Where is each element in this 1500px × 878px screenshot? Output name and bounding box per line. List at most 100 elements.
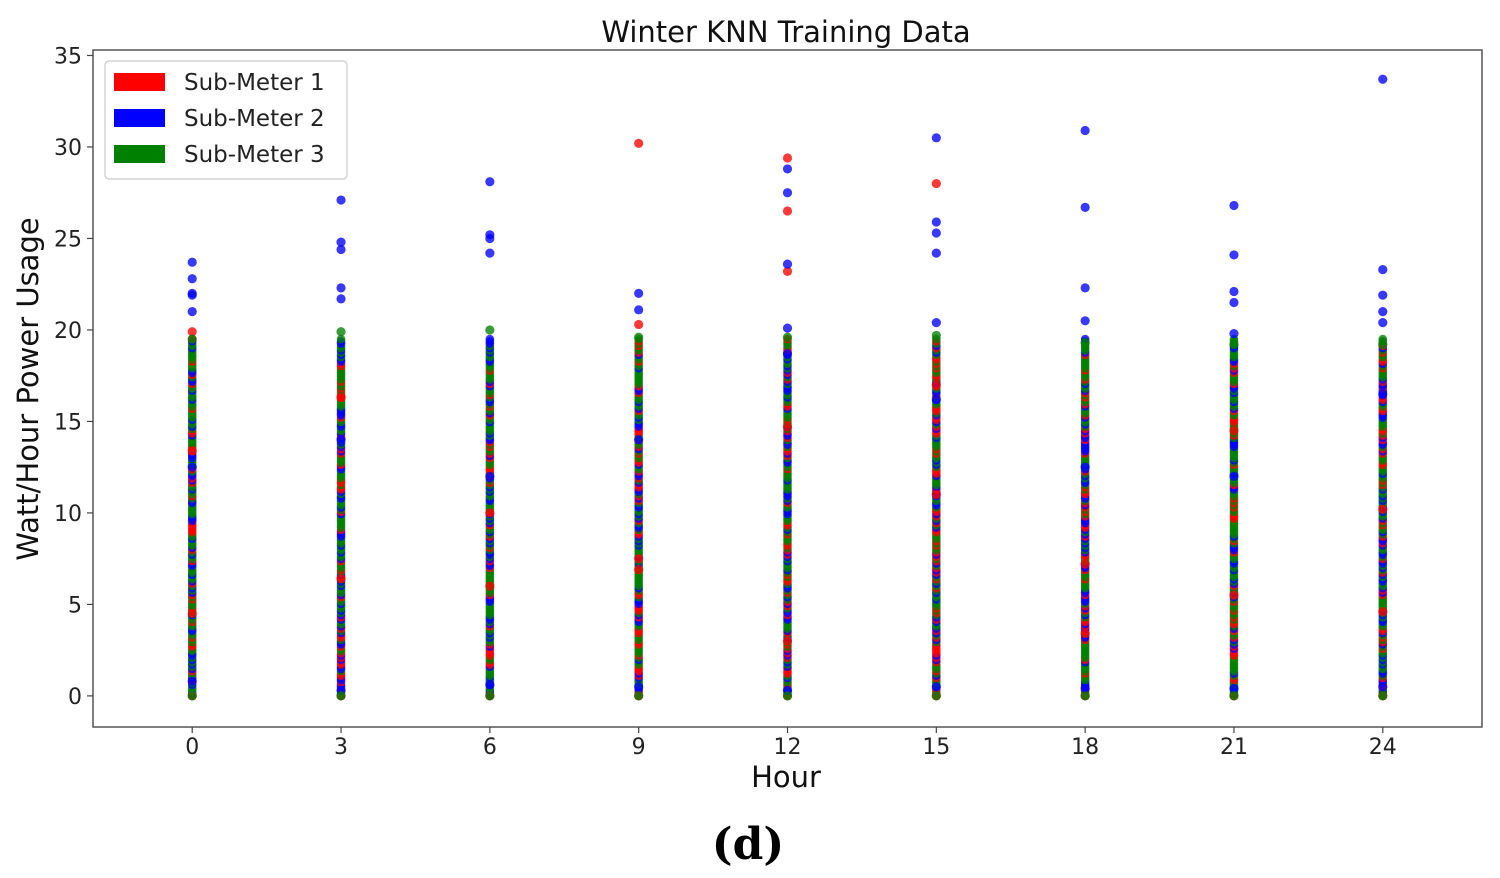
data-point xyxy=(1378,307,1388,317)
legend-swatch xyxy=(114,73,165,91)
data-point xyxy=(187,462,197,472)
data-point xyxy=(931,178,941,189)
y-axis-title: Watt/Hour Power Usage xyxy=(11,217,45,560)
data-point xyxy=(485,691,495,701)
data-point xyxy=(634,554,644,564)
x-tick-label: 3 xyxy=(334,735,348,760)
data-point xyxy=(1229,590,1239,600)
y-tick-label: 15 xyxy=(54,410,82,435)
data-point xyxy=(1378,691,1388,701)
data-point xyxy=(1080,462,1090,472)
panel-label: (d) xyxy=(712,819,784,870)
legend-label: Sub-Meter 2 xyxy=(184,106,325,132)
data-point xyxy=(187,334,197,344)
data-point xyxy=(1080,629,1090,639)
data-point xyxy=(336,195,346,205)
y-tick-label: 10 xyxy=(54,502,82,527)
data-point xyxy=(1378,682,1388,692)
x-axis-title: Hour xyxy=(751,760,821,794)
data-point xyxy=(1229,250,1239,260)
data-point xyxy=(1378,389,1388,399)
data-point xyxy=(485,177,495,187)
data-point xyxy=(1080,283,1090,293)
data-point xyxy=(336,294,346,304)
column-point xyxy=(485,334,495,344)
data-point xyxy=(187,290,197,300)
data-point xyxy=(1378,264,1388,275)
y-tick-label: 35 xyxy=(54,44,82,69)
data-point xyxy=(1080,683,1090,694)
data-point xyxy=(187,327,197,337)
data-point xyxy=(336,574,346,584)
data-point xyxy=(634,435,644,445)
legend-label: Sub-Meter 3 xyxy=(184,142,325,168)
legend-swatch xyxy=(114,109,165,127)
x-tick-label: 21 xyxy=(1220,735,1248,760)
data-point xyxy=(1378,607,1388,617)
data-point xyxy=(931,318,941,328)
y-tick-label: 20 xyxy=(54,319,82,344)
data-point xyxy=(336,283,346,293)
data-point xyxy=(336,691,346,701)
data-point xyxy=(1229,425,1239,436)
data-point xyxy=(931,217,941,227)
y-tick-label: 30 xyxy=(54,136,82,161)
data-point xyxy=(782,349,793,359)
data-point xyxy=(782,266,793,276)
data-point xyxy=(187,307,197,317)
data-point xyxy=(782,691,793,701)
x-tick-label: 18 xyxy=(1071,735,1099,760)
data-point xyxy=(931,330,941,341)
y-tick-label: 0 xyxy=(68,685,82,710)
data-point xyxy=(634,332,644,342)
data-point xyxy=(187,274,197,284)
data-point xyxy=(931,682,941,692)
data-point xyxy=(1080,316,1090,326)
data-point xyxy=(1229,200,1239,211)
legend-label: Sub-Meter 1 xyxy=(184,70,325,96)
y-tick-label: 5 xyxy=(68,593,82,618)
data-point xyxy=(1229,297,1239,308)
data-point xyxy=(634,565,644,575)
data-point xyxy=(1229,691,1239,701)
data-point xyxy=(931,228,941,238)
data-point xyxy=(634,138,644,148)
data-point xyxy=(1080,338,1090,348)
data-point xyxy=(931,394,941,405)
data-point xyxy=(1080,125,1090,136)
data-point xyxy=(485,471,495,481)
y-axis-ticks: 0 5 10 15 20 25 30 35 xyxy=(54,44,93,710)
x-axis-ticks: 0 3 6 9 12 15 18 21 24 xyxy=(185,727,1397,760)
data-points xyxy=(187,74,1388,701)
column-point xyxy=(336,334,346,344)
data-point xyxy=(1378,339,1388,350)
data-point xyxy=(1080,202,1090,212)
data-point xyxy=(931,248,941,258)
legend-swatch xyxy=(114,145,165,163)
data-point xyxy=(187,691,197,701)
data-point xyxy=(336,237,346,247)
data-point xyxy=(782,164,793,174)
data-point xyxy=(782,259,793,269)
data-point xyxy=(782,636,793,646)
data-point xyxy=(1378,290,1388,300)
data-point xyxy=(485,508,495,518)
data-point xyxy=(634,305,644,315)
data-point xyxy=(1080,559,1090,569)
legend: Sub-Meter 1 Sub-Meter 2 Sub-Meter 3 xyxy=(104,60,348,180)
data-point xyxy=(1229,286,1239,297)
data-point xyxy=(1080,691,1090,701)
legend-box xyxy=(104,60,348,180)
data-point xyxy=(485,680,495,690)
data-point xyxy=(931,380,941,390)
data-point xyxy=(485,233,495,244)
data-point xyxy=(1378,318,1388,328)
chart-title: Winter KNN Training Data xyxy=(601,15,970,49)
data-point xyxy=(634,691,644,701)
x-tick-label: 9 xyxy=(632,735,646,760)
data-point xyxy=(1229,683,1239,694)
data-point xyxy=(782,206,793,216)
x-tick-label: 0 xyxy=(185,735,199,760)
data-point xyxy=(485,325,495,335)
